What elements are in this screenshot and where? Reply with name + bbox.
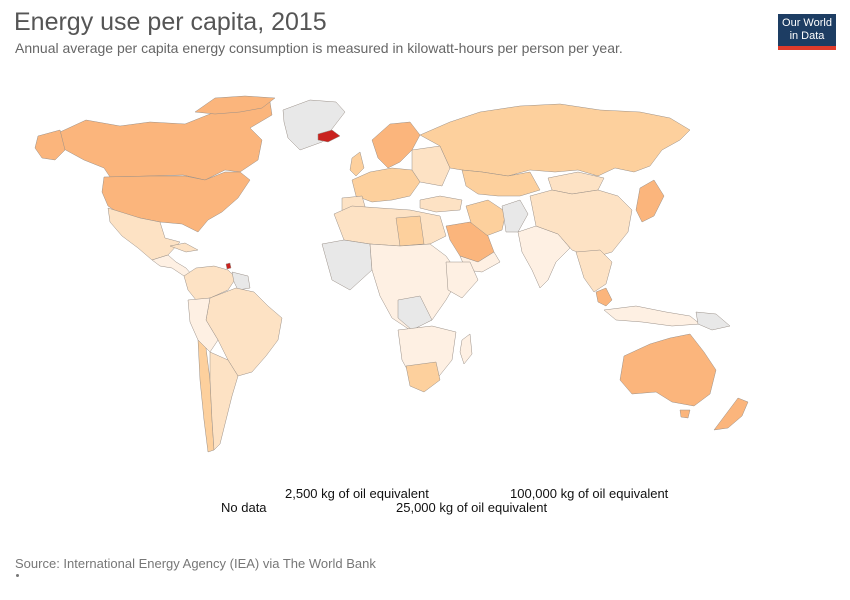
region-korea-japan[interactable] — [635, 179, 665, 223]
region-indonesia[interactable] — [603, 305, 701, 327]
region-trinidad[interactable] — [225, 262, 232, 270]
region-new-guinea[interactable] — [695, 311, 731, 331]
region-colombia-venezuela[interactable] — [183, 265, 237, 301]
region-madagascar[interactable] — [459, 333, 473, 365]
region-south-africa[interactable] — [405, 361, 441, 393]
region-china[interactable] — [529, 189, 633, 259]
logo-line-2: in Data — [789, 30, 825, 42]
region-western-europe[interactable] — [351, 167, 421, 203]
region-iceland[interactable] — [317, 129, 341, 143]
region-argentina[interactable] — [209, 351, 239, 451]
region-kazakhstan[interactable] — [461, 169, 541, 197]
region-uk[interactable] — [349, 151, 365, 177]
region-dr-congo[interactable] — [397, 295, 433, 331]
region-libya[interactable] — [395, 215, 425, 247]
region-east-africa[interactable] — [445, 261, 479, 299]
world-map — [34, 95, 749, 453]
legend-label-25000: 25,000 kg of oil equivalent — [396, 500, 548, 515]
region-canada[interactable] — [59, 101, 273, 181]
legend-label-2500: 2,500 kg of oil equivalent — [285, 486, 429, 501]
region-central-america[interactable] — [151, 254, 193, 277]
region-greenland[interactable] — [282, 99, 346, 151]
legend-label-100000: 100,000 kg of oil equivalent — [510, 486, 669, 501]
region-new-zealand[interactable] — [713, 397, 749, 431]
region-malaysia[interactable] — [595, 287, 613, 307]
chart-subtitle: Annual average per capita energy consump… — [15, 40, 623, 56]
footer-bullet — [16, 574, 19, 577]
region-central-africa[interactable] — [369, 243, 461, 331]
region-alaska[interactable] — [34, 129, 66, 161]
region-west-africa[interactable] — [321, 239, 373, 291]
region-arctic-islands[interactable] — [194, 95, 276, 115]
region-guianas[interactable] — [231, 271, 251, 291]
region-tasmania[interactable] — [679, 409, 691, 419]
chart-title: Energy use per capita, 2015 — [14, 8, 327, 36]
region-north-africa[interactable] — [333, 205, 447, 247]
region-southeast-asia[interactable] — [575, 249, 613, 293]
region-cuba[interactable] — [169, 242, 199, 253]
region-turkey[interactable] — [419, 195, 463, 213]
source-note: Source: International Energy Agency (IEA… — [15, 556, 376, 571]
owid-logo[interactable]: Our World in Data — [778, 14, 836, 50]
region-peru-bolivia[interactable] — [187, 297, 219, 353]
legend-no-data-label: No data — [221, 500, 267, 515]
region-afghanistan-pakistan[interactable] — [501, 199, 529, 233]
logo-line-1: Our World — [782, 17, 832, 29]
region-russia[interactable] — [419, 103, 691, 177]
region-australia[interactable] — [619, 333, 717, 407]
